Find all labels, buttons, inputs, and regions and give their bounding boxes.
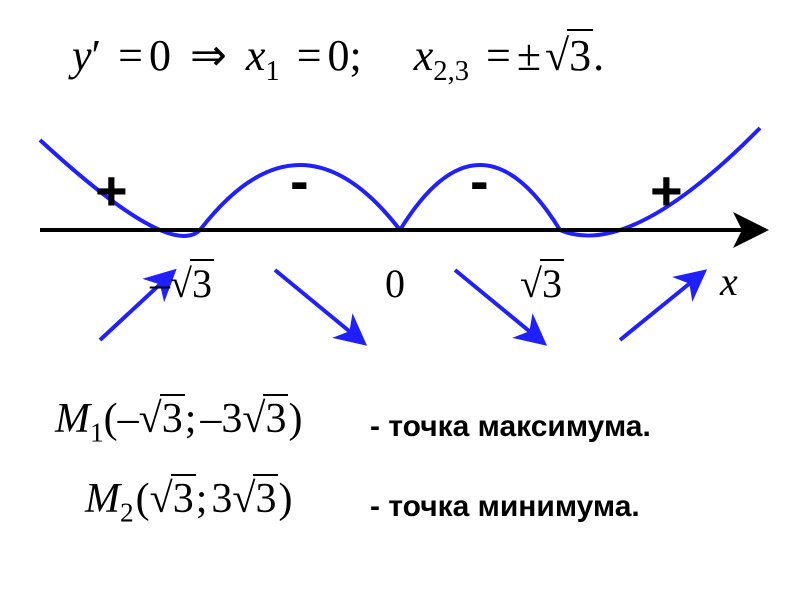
tick-neg-sqrt3: –√3 [150, 260, 214, 307]
sign-minus-2: - [470, 148, 489, 213]
extremum-m2-desc: - точка минимума. [370, 490, 640, 524]
extremum-m1: M1(–√3;–3√3) [55, 395, 302, 448]
tick-sqrt3: √3 [520, 260, 564, 307]
tick-zero: 0 [385, 260, 405, 307]
sign-minus-1: - [290, 148, 309, 213]
trend-arrow-down-1 [275, 270, 360, 340]
axis-label-x: x [720, 258, 738, 305]
sign-plus-2: + [650, 158, 683, 223]
extremum-m1-desc: - точка максимума. [370, 410, 651, 444]
trend-arrow-up-2 [620, 275, 700, 340]
extremum-m2: M2(√3;3√3) [85, 475, 292, 528]
sign-plus-1: + [95, 158, 128, 223]
